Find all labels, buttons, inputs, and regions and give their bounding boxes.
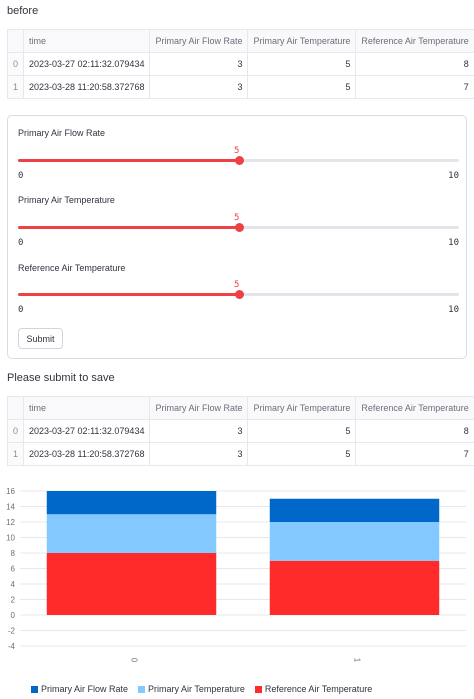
time-header[interactable]: time	[23, 396, 151, 420]
flow-header[interactable]: Primary Air Flow Rate	[149, 29, 249, 53]
slider-track[interactable]	[18, 290, 459, 299]
time-cell: 2023-03-28 11:20:58.372768	[23, 442, 151, 466]
y-tick-label: 0	[11, 611, 16, 620]
flow-cell: 3	[149, 442, 249, 466]
legend-item[interactable]: Reference Air Temperature	[254, 684, 373, 694]
slider-max: 10	[448, 238, 459, 248]
slider-min: 0	[18, 171, 24, 181]
slider-thumb[interactable]	[234, 290, 244, 299]
flow-cell: 3	[149, 419, 249, 443]
slider-fill	[18, 159, 239, 162]
y-tick-label: 12	[6, 518, 15, 527]
bar-segment[interactable]	[46, 553, 217, 615]
x-tick-label: 0	[130, 658, 139, 663]
rtemp-cell: 7	[355, 442, 474, 466]
legend-label: Primary Air Flow Rate	[41, 684, 129, 694]
bar-segment[interactable]	[269, 498, 440, 522]
slider-thumb[interactable]	[234, 156, 244, 165]
bar-segment[interactable]	[46, 514, 217, 553]
slider-max: 10	[448, 171, 459, 181]
y-tick-label: 10	[6, 534, 15, 543]
rtemp-cell: 7	[355, 75, 474, 99]
legend-item[interactable]: Primary Air Flow Rate	[31, 684, 128, 694]
row-index: 0	[6, 419, 25, 443]
slider-label: Primary Air Temperature	[18, 195, 115, 205]
time-cell: 2023-03-28 11:20:58.372768	[23, 75, 151, 99]
table-row: 1 2023-03-28 11:20:58.372768 3 5 7	[6, 75, 474, 99]
y-tick-label: 16	[6, 487, 15, 496]
save-prompt: Please submit to save	[7, 372, 115, 384]
y-tick-label: 6	[11, 565, 16, 574]
bar-segment[interactable]	[46, 491, 217, 515]
legend-swatch	[254, 685, 262, 693]
rtemp-header[interactable]: Reference Air Temperature	[355, 396, 474, 420]
slider-value: 5	[234, 213, 240, 223]
table-header-row: time Primary Air Flow Rate Primary Air T…	[6, 29, 474, 53]
bar-segment[interactable]	[269, 522, 440, 561]
before-table: time Primary Air Flow Rate Primary Air T…	[6, 29, 474, 99]
row-index: 1	[6, 442, 25, 466]
before-heading: before	[7, 5, 39, 17]
y-tick-label: 8	[11, 549, 16, 558]
slider-label: Primary Air Flow Rate	[18, 128, 106, 138]
slider-value: 5	[234, 280, 240, 290]
slider-max: 10	[448, 305, 459, 315]
slider-track[interactable]	[18, 223, 459, 232]
flow-header[interactable]: Primary Air Flow Rate	[149, 396, 249, 420]
time-header[interactable]: time	[23, 29, 151, 53]
ptemp-header[interactable]: Primary Air Temperature	[247, 29, 357, 53]
legend-swatch	[31, 685, 38, 693]
ptemp-header[interactable]: Primary Air Temperature	[247, 396, 357, 420]
rtemp-header[interactable]: Reference Air Temperature	[355, 29, 474, 53]
ptemp-cell: 5	[247, 52, 357, 76]
ptemp-cell: 5	[247, 442, 357, 466]
y-tick-label: -2	[8, 627, 16, 636]
time-cell: 2023-03-27 02:11:32.079434	[23, 419, 151, 443]
index-header	[6, 396, 25, 420]
ptemp-cell: 5	[247, 419, 357, 443]
table-row: 0 2023-03-27 02:11:32.079434 3 5 8	[6, 419, 474, 443]
y-tick-label: 4	[11, 580, 16, 589]
row-index: 1	[6, 75, 25, 99]
slider-min: 0	[18, 305, 24, 315]
chart-legend: Primary Air Flow Rate Primary Air Temper…	[31, 684, 372, 694]
flow-cell: 3	[149, 52, 249, 76]
table-row: 0 2023-03-27 02:11:32.079434 3 5 8	[6, 52, 474, 76]
slider-track[interactable]	[18, 156, 459, 165]
y-tick-label: 14	[6, 503, 15, 512]
stacked-bar-chart: -4 -2 0 2 4 6 8 10 12 14 16 0 1	[6, 487, 466, 663]
input-form: Primary Air Flow Rate 5 0 10 Primary Air…	[7, 115, 467, 359]
rtemp-cell: 8	[355, 52, 474, 76]
x-tick-label: 1	[353, 658, 362, 663]
bar-segment[interactable]	[269, 560, 440, 615]
submit-button[interactable]: Submit	[18, 328, 63, 349]
table-header-row: time Primary Air Flow Rate Primary Air T…	[6, 396, 474, 420]
legend-item[interactable]: Primary Air Temperature	[138, 684, 245, 694]
y-tick-label: 2	[11, 596, 16, 605]
time-cell: 2023-03-27 02:11:32.079434	[23, 52, 151, 76]
row-index: 0	[6, 52, 25, 76]
legend-label: Primary Air Temperature	[148, 684, 245, 694]
index-header	[6, 29, 25, 53]
ptemp-cell: 5	[247, 75, 357, 99]
slider-fill	[18, 226, 239, 229]
slider-fill	[18, 293, 239, 296]
slider-value: 5	[234, 146, 240, 156]
slider-min: 0	[18, 238, 24, 248]
rtemp-cell: 8	[355, 419, 474, 443]
legend-swatch	[138, 685, 146, 693]
after-table: time Primary Air Flow Rate Primary Air T…	[6, 396, 474, 466]
slider-label: Reference Air Temperature	[18, 263, 126, 273]
flow-cell: 3	[149, 75, 249, 99]
slider-thumb[interactable]	[234, 223, 244, 232]
legend-label: Reference Air Temperature	[264, 684, 373, 694]
table-row: 1 2023-03-28 11:20:58.372768 3 5 7	[6, 442, 474, 466]
y-tick-label: -4	[8, 642, 16, 651]
